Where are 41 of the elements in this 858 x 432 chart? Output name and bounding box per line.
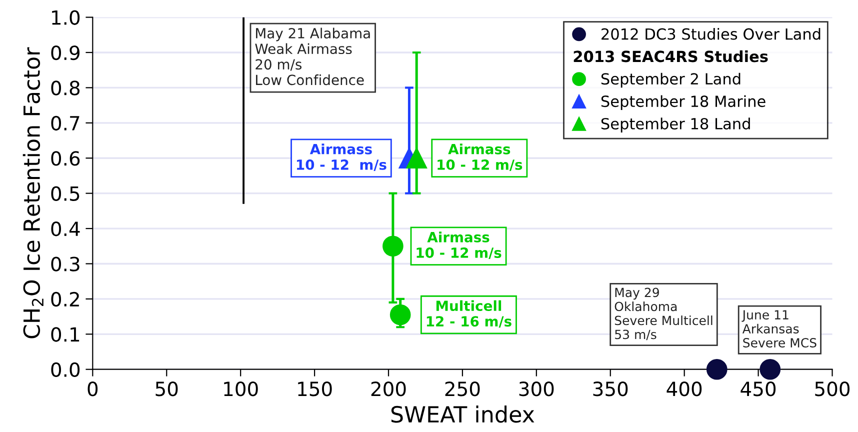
y-tick-label: 0.9 <box>51 45 80 60</box>
x-tick-label: 100 <box>224 382 258 396</box>
y-tick-label: 0.8 <box>51 80 80 96</box>
annotation: June 11 Arkansas Severe MCS <box>742 310 816 348</box>
y-tick-label: 0.0 <box>51 362 80 378</box>
annotation: Airmass 10 - 12 m/s <box>416 232 502 260</box>
y-tick-label: 1.0 <box>52 10 80 25</box>
x-axis-title: SWEAT index <box>391 406 534 423</box>
x-tick-label: 300 <box>519 382 554 396</box>
annotation: May 29 Oklahoma Severe Multicell 53 m/s <box>614 288 712 340</box>
y-tick-label: 0.2 <box>51 292 79 307</box>
x-tick-label: 350 <box>593 382 628 396</box>
y-axis-title: CH$_{2}$O Ice Retention Factor <box>22 47 44 338</box>
point <box>760 358 781 380</box>
legend-label: September 18 Land <box>601 118 750 132</box>
y-tick-label: 0.6 <box>51 151 80 166</box>
x-tick-label: 200 <box>371 382 406 396</box>
point <box>706 358 728 380</box>
annotation: Multicell 12 - 16 m/s <box>426 300 512 328</box>
x-tick-label: 250 <box>445 382 480 396</box>
x-tick-label: 0 <box>88 382 98 396</box>
annotation: Airmass 10 - 12 m/s <box>438 144 522 172</box>
y-tick-label: 0.7 <box>51 116 80 131</box>
annotation: May 21 Alabama Weak Airmass 20 m/s Low Confidence <box>255 28 370 86</box>
legend-title: 2013 SEAC4RS Studies <box>574 50 768 62</box>
legend-label: September 18 Marine <box>601 95 766 110</box>
x-tick-label: 450 <box>740 382 776 396</box>
x-tick-label: 50 <box>156 382 178 396</box>
y-tick-label: 0.1 <box>51 327 80 342</box>
point <box>406 148 428 169</box>
annotation: Airmass 10 - 12 m/s <box>296 144 386 172</box>
point <box>382 236 404 257</box>
y-tick-label: 0.5 <box>51 186 80 201</box>
y-tick-label: 0.3 <box>51 256 80 272</box>
y-tick-label: 0.4 <box>51 221 80 236</box>
x-tick-label: 500 <box>815 382 850 396</box>
point <box>390 304 411 326</box>
x-tick-label: 400 <box>666 382 702 396</box>
x-tick-label: 150 <box>298 382 332 396</box>
legend-label: September 2 Land <box>601 72 740 88</box>
legend-label: 2012 DC3 Studies Over Land <box>602 28 820 40</box>
